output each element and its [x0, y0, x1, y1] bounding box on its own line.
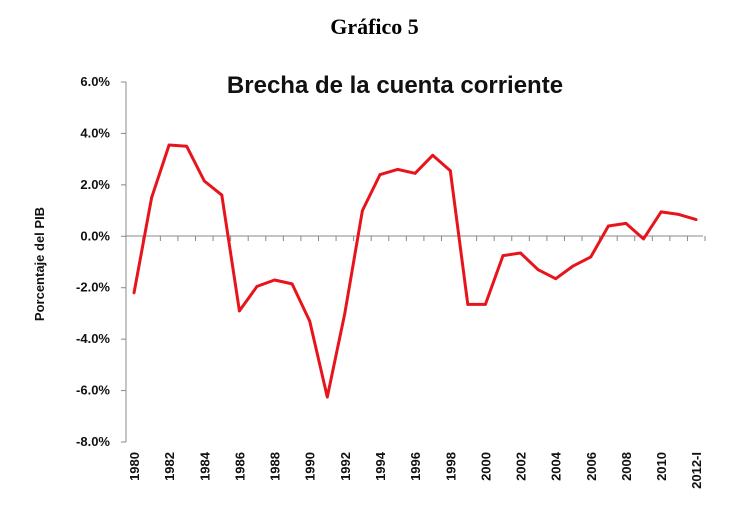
x-ticks: 1980 1982 1984 1986 1988 1990 1992 1994 1996 1998…	[127, 236, 706, 489]
data-point	[536, 268, 540, 272]
data-point	[343, 312, 347, 315]
x-tick-label: 1986	[232, 452, 247, 481]
y-tick-label: 4.0%	[80, 125, 110, 140]
data-point	[361, 209, 364, 213]
data-point	[238, 309, 241, 313]
y-tick-label: -4.0%	[76, 331, 110, 346]
x-tick-label: 2008	[619, 452, 634, 481]
data-point	[677, 213, 681, 216]
data-point	[571, 264, 575, 268]
x-tick-label: 2000	[478, 452, 493, 481]
data-point	[659, 210, 663, 214]
data-point	[273, 278, 276, 282]
data-point	[202, 179, 206, 183]
y-tick-label: 6.0%	[80, 74, 110, 89]
data-point	[607, 224, 610, 228]
x-tick-label: 1992	[338, 452, 353, 481]
data-point	[325, 395, 329, 399]
data-point	[290, 282, 294, 286]
y-ticks: 6.0% 4.0% 2.0% 0.0% -2.0% -4.0% -6.0% -8.0%	[76, 74, 126, 449]
x-tick-label: 1988	[268, 452, 283, 481]
data-point	[466, 303, 470, 306]
data-point	[150, 196, 154, 200]
data-point	[642, 237, 645, 241]
x-tick-label: 1982	[162, 452, 177, 481]
data-point	[132, 291, 136, 295]
x-tick-label: 2002	[514, 452, 529, 481]
data-point	[413, 171, 417, 175]
y-axis-label: Porcentaje del PIB	[32, 207, 47, 321]
y-tick-label: 2.0%	[80, 177, 110, 192]
x-tick-label: 2004	[549, 451, 564, 481]
y-tick-label: 0.0%	[80, 228, 110, 243]
data-point	[185, 144, 189, 148]
x-tick-label: 2006	[584, 452, 599, 481]
data-point	[624, 222, 628, 225]
x-tick-label: 1980	[127, 452, 142, 481]
data-point	[589, 255, 593, 259]
data-point	[255, 285, 259, 288]
data-point	[378, 173, 382, 177]
y-tick-label: -6.0%	[76, 383, 110, 398]
data-point	[501, 254, 505, 257]
x-tick-label: 1984	[197, 451, 212, 481]
data-point	[519, 251, 522, 255]
data-point	[554, 277, 558, 281]
page-heading: Gráfico 5	[330, 14, 419, 39]
chart-title: Brecha de la cuenta corriente	[227, 72, 563, 99]
y-tick-label: -8.0%	[76, 434, 110, 449]
data-point	[167, 143, 171, 147]
series-line	[132, 143, 697, 399]
x-tick-label: 1990	[303, 452, 318, 481]
x-tick-label: 2012-I	[689, 452, 704, 489]
data-point	[484, 303, 487, 306]
data-point	[308, 319, 312, 323]
data-point	[220, 193, 224, 197]
data-point	[448, 169, 452, 173]
x-tick-label: 1994	[373, 451, 388, 481]
y-tick-label: -2.0%	[76, 280, 110, 295]
data-points	[132, 143, 698, 399]
data-point	[396, 168, 399, 171]
x-tick-label: 1998	[443, 452, 458, 481]
x-tick-label: 1996	[408, 452, 423, 481]
data-point	[431, 153, 435, 157]
x-tick-label: 2010	[654, 452, 669, 481]
data-point	[694, 218, 698, 222]
